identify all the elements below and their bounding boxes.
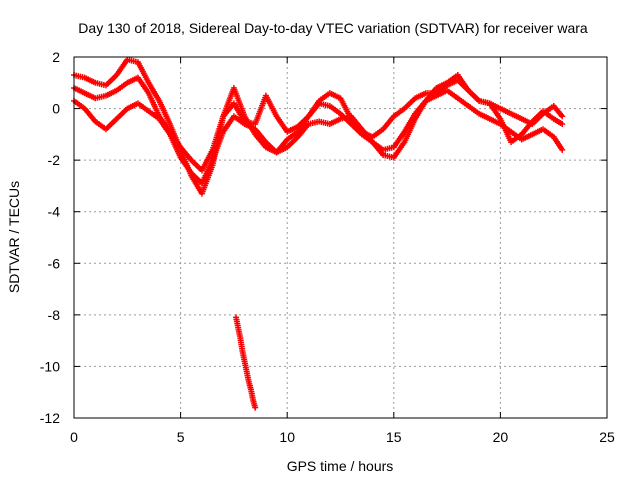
series-track-4 (233, 314, 259, 411)
data-point (559, 113, 566, 120)
series-track-1 (71, 56, 566, 197)
x-axis-label: GPS time / hours (287, 458, 394, 474)
plot-frame (73, 56, 608, 419)
y-tick-label: -12 (40, 410, 60, 426)
data-points (71, 56, 566, 411)
y-tick-label: -8 (48, 307, 61, 323)
x-tick-label: 10 (279, 429, 295, 445)
y-tick-label: -10 (40, 358, 60, 374)
y-tick-label: -6 (48, 255, 61, 271)
y-tick-label: -4 (48, 204, 61, 220)
series-track-2 (71, 74, 566, 174)
y-axis-label: SDTVAR / TECUs (6, 181, 22, 293)
data-point (559, 146, 566, 153)
y-tick-label: 2 (52, 49, 60, 65)
y-tick-label: -2 (48, 152, 61, 168)
data-point (559, 121, 566, 128)
x-tick-label: 25 (599, 429, 615, 445)
x-tick-label: 20 (493, 429, 509, 445)
x-tick-label: 0 (70, 429, 78, 445)
x-tick-label: 15 (386, 429, 402, 445)
x-tick-label: 5 (177, 429, 185, 445)
series-track-3 (71, 87, 566, 187)
y-tick-label: 0 (52, 101, 60, 117)
chart-title: Day 130 of 2018, Sidereal Day-to-day VTE… (78, 20, 588, 36)
data-point (252, 404, 259, 411)
